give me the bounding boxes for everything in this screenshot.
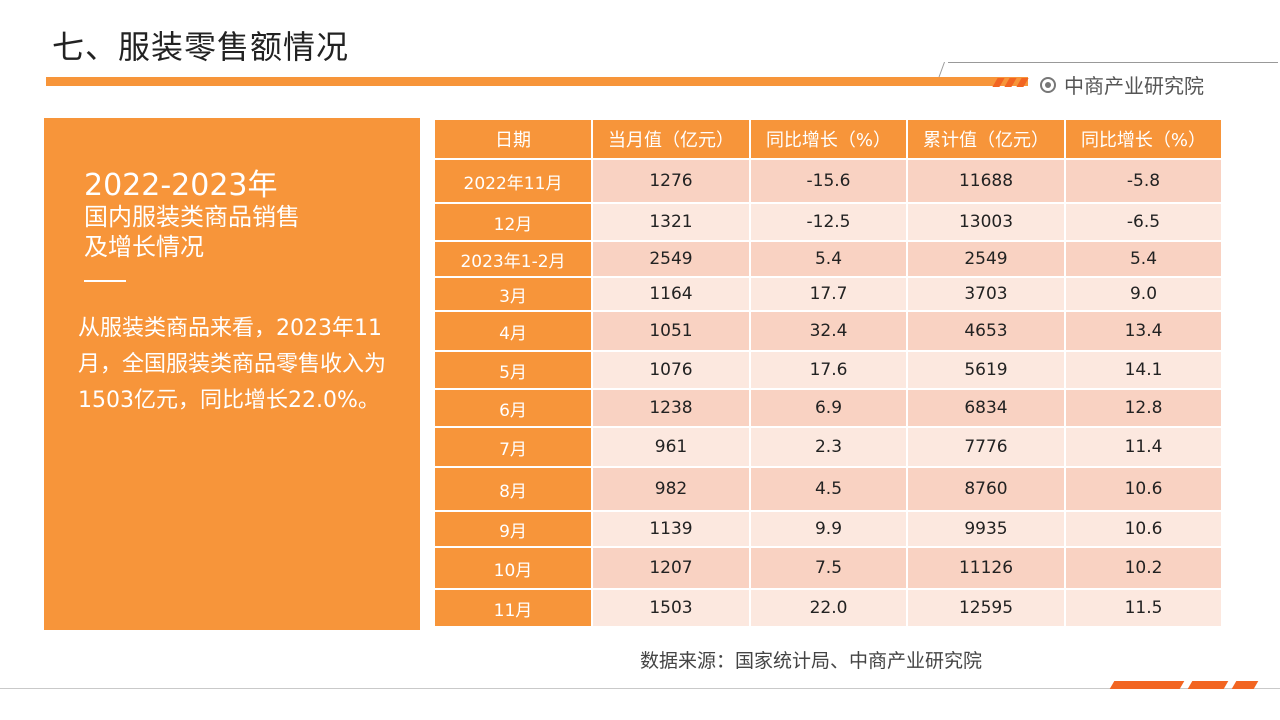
summary-heading-year: 2022-2023年 <box>84 168 278 203</box>
cell-monthly-growth: 5.4 <box>749 240 908 278</box>
cell-date: 4月 <box>433 310 593 352</box>
cell-monthly-value: 2549 <box>591 240 751 278</box>
cell-date: 3月 <box>433 276 593 312</box>
cell-monthly-growth: 22.0 <box>749 588 908 628</box>
cell-cumulative-value: 13003 <box>906 202 1066 242</box>
cell-cumulative-growth: 12.8 <box>1064 388 1223 428</box>
page-title: 七、服装零售额情况 <box>52 28 350 66</box>
table-row: 7月 961 2.3 7776 11.4 <box>433 426 1223 468</box>
cell-monthly-value: 1076 <box>591 350 751 390</box>
table-row: 6月 1238 6.9 6834 12.8 <box>433 388 1223 428</box>
cell-cumulative-growth: 14.1 <box>1064 350 1223 390</box>
header-date: 日期 <box>433 118 593 160</box>
title-divider-line <box>948 62 1278 63</box>
cell-monthly-value: 1051 <box>591 310 751 352</box>
cell-cumulative-growth: 11.5 <box>1064 588 1223 628</box>
cell-monthly-growth: 2.3 <box>749 426 908 468</box>
cell-cumulative-value: 4653 <box>906 310 1066 352</box>
summary-heading-line: 及增长情况 <box>84 233 204 261</box>
cell-cumulative-value: 6834 <box>906 388 1066 428</box>
summary-heading-line: 国内服装类商品销售 <box>84 203 300 231</box>
header-monthly-value: 当月值（亿元） <box>591 118 751 160</box>
cell-monthly-growth: 4.5 <box>749 466 908 512</box>
cell-monthly-growth: 7.5 <box>749 546 908 590</box>
table-row: 2023年1-2月 2549 5.4 2549 5.4 <box>433 240 1223 278</box>
cell-monthly-value: 1321 <box>591 202 751 242</box>
cell-cumulative-value: 11126 <box>906 546 1066 590</box>
cell-cumulative-growth: 11.4 <box>1064 426 1223 468</box>
table-row: 12月 1321 -12.5 13003 -6.5 <box>433 202 1223 242</box>
cell-cumulative-value: 12595 <box>906 588 1066 628</box>
cell-cumulative-growth: 10.2 <box>1064 546 1223 590</box>
cell-cumulative-growth: -6.5 <box>1064 202 1223 242</box>
cell-cumulative-value: 2549 <box>906 240 1066 278</box>
cell-monthly-growth: 17.7 <box>749 276 908 312</box>
table-row: 10月 1207 7.5 11126 10.2 <box>433 546 1223 590</box>
cell-monthly-growth: 17.6 <box>749 350 908 390</box>
cell-monthly-value: 1139 <box>591 510 751 548</box>
brand: 中商产业研究院 <box>1040 70 1204 99</box>
cell-date: 10月 <box>433 546 593 590</box>
cell-monthly-value: 1164 <box>591 276 751 312</box>
cell-cumulative-growth: 5.4 <box>1064 240 1223 278</box>
cell-date: 11月 <box>433 588 593 628</box>
table-row: 2022年11月 1276 -15.6 11688 -5.8 <box>433 158 1223 204</box>
cell-monthly-growth: 6.9 <box>749 388 908 428</box>
cell-cumulative-growth: 10.6 <box>1064 466 1223 512</box>
cell-cumulative-growth: -5.8 <box>1064 158 1223 204</box>
cell-monthly-value: 1238 <box>591 388 751 428</box>
cell-date: 8月 <box>433 466 593 512</box>
table-row: 9月 1139 9.9 9935 10.6 <box>433 510 1223 548</box>
table-row: 5月 1076 17.6 5619 14.1 <box>433 350 1223 390</box>
retail-sales-table: 日期 当月值（亿元） 同比增长（%） 累计值（亿元） 同比增长（%） 2022年… <box>433 118 1223 628</box>
cell-cumulative-value: 3703 <box>906 276 1066 312</box>
cell-monthly-value: 1503 <box>591 588 751 628</box>
cell-cumulative-growth: 9.0 <box>1064 276 1223 312</box>
footer-line <box>0 688 1280 689</box>
cell-cumulative-value: 11688 <box>906 158 1066 204</box>
cell-cumulative-value: 8760 <box>906 466 1066 512</box>
summary-body: 从服装类商品来看，2023年11月，全国服装类商品零售收入为1503亿元，同比增… <box>78 316 387 413</box>
cell-date: 2022年11月 <box>433 158 593 204</box>
cell-monthly-growth: 9.9 <box>749 510 908 548</box>
cell-monthly-growth: -15.6 <box>749 158 908 204</box>
cell-date: 2023年1-2月 <box>433 240 593 278</box>
header-cumulative-growth: 同比增长（%） <box>1064 118 1223 160</box>
cell-monthly-growth: -12.5 <box>749 202 908 242</box>
summary-panel: 2022-2023年 国内服装类商品销售 及增长情况 从服装类商品来看，2023… <box>44 118 420 630</box>
cell-cumulative-value: 5619 <box>906 350 1066 390</box>
cell-cumulative-growth: 10.6 <box>1064 510 1223 548</box>
cell-date: 6月 <box>433 388 593 428</box>
cell-monthly-growth: 32.4 <box>749 310 908 352</box>
cell-monthly-value: 1276 <box>591 158 751 204</box>
summary-heading-subtitle: 国内服装类商品销售 及增长情况 <box>84 202 384 262</box>
target-icon <box>1040 76 1056 93</box>
header-monthly-growth: 同比增长（%） <box>749 118 908 160</box>
brand-name: 中商产业研究院 <box>1064 74 1204 98</box>
cell-date: 9月 <box>433 510 593 548</box>
title-underline-bar <box>46 77 1028 86</box>
cell-date: 5月 <box>433 350 593 390</box>
cell-date: 12月 <box>433 202 593 242</box>
cell-monthly-value: 1207 <box>591 546 751 590</box>
table-row: 8月 982 4.5 8760 10.6 <box>433 466 1223 512</box>
cell-monthly-value: 982 <box>591 466 751 512</box>
table-row: 3月 1164 17.7 3703 9.0 <box>433 276 1223 312</box>
header-cumulative-value: 累计值（亿元） <box>906 118 1066 160</box>
cell-monthly-value: 961 <box>591 426 751 468</box>
cell-cumulative-growth: 13.4 <box>1064 310 1223 352</box>
data-source: 数据来源：国家统计局、中商产业研究院 <box>640 650 983 672</box>
table-row: 11月 1503 22.0 12595 11.5 <box>433 588 1223 628</box>
cell-cumulative-value: 9935 <box>906 510 1066 548</box>
cell-date: 7月 <box>433 426 593 468</box>
table-row: 4月 1051 32.4 4653 13.4 <box>433 310 1223 352</box>
summary-divider <box>84 280 126 282</box>
table-header-row: 日期 当月值（亿元） 同比增长（%） 累计值（亿元） 同比增长（%） <box>433 118 1223 160</box>
cell-cumulative-value: 7776 <box>906 426 1066 468</box>
